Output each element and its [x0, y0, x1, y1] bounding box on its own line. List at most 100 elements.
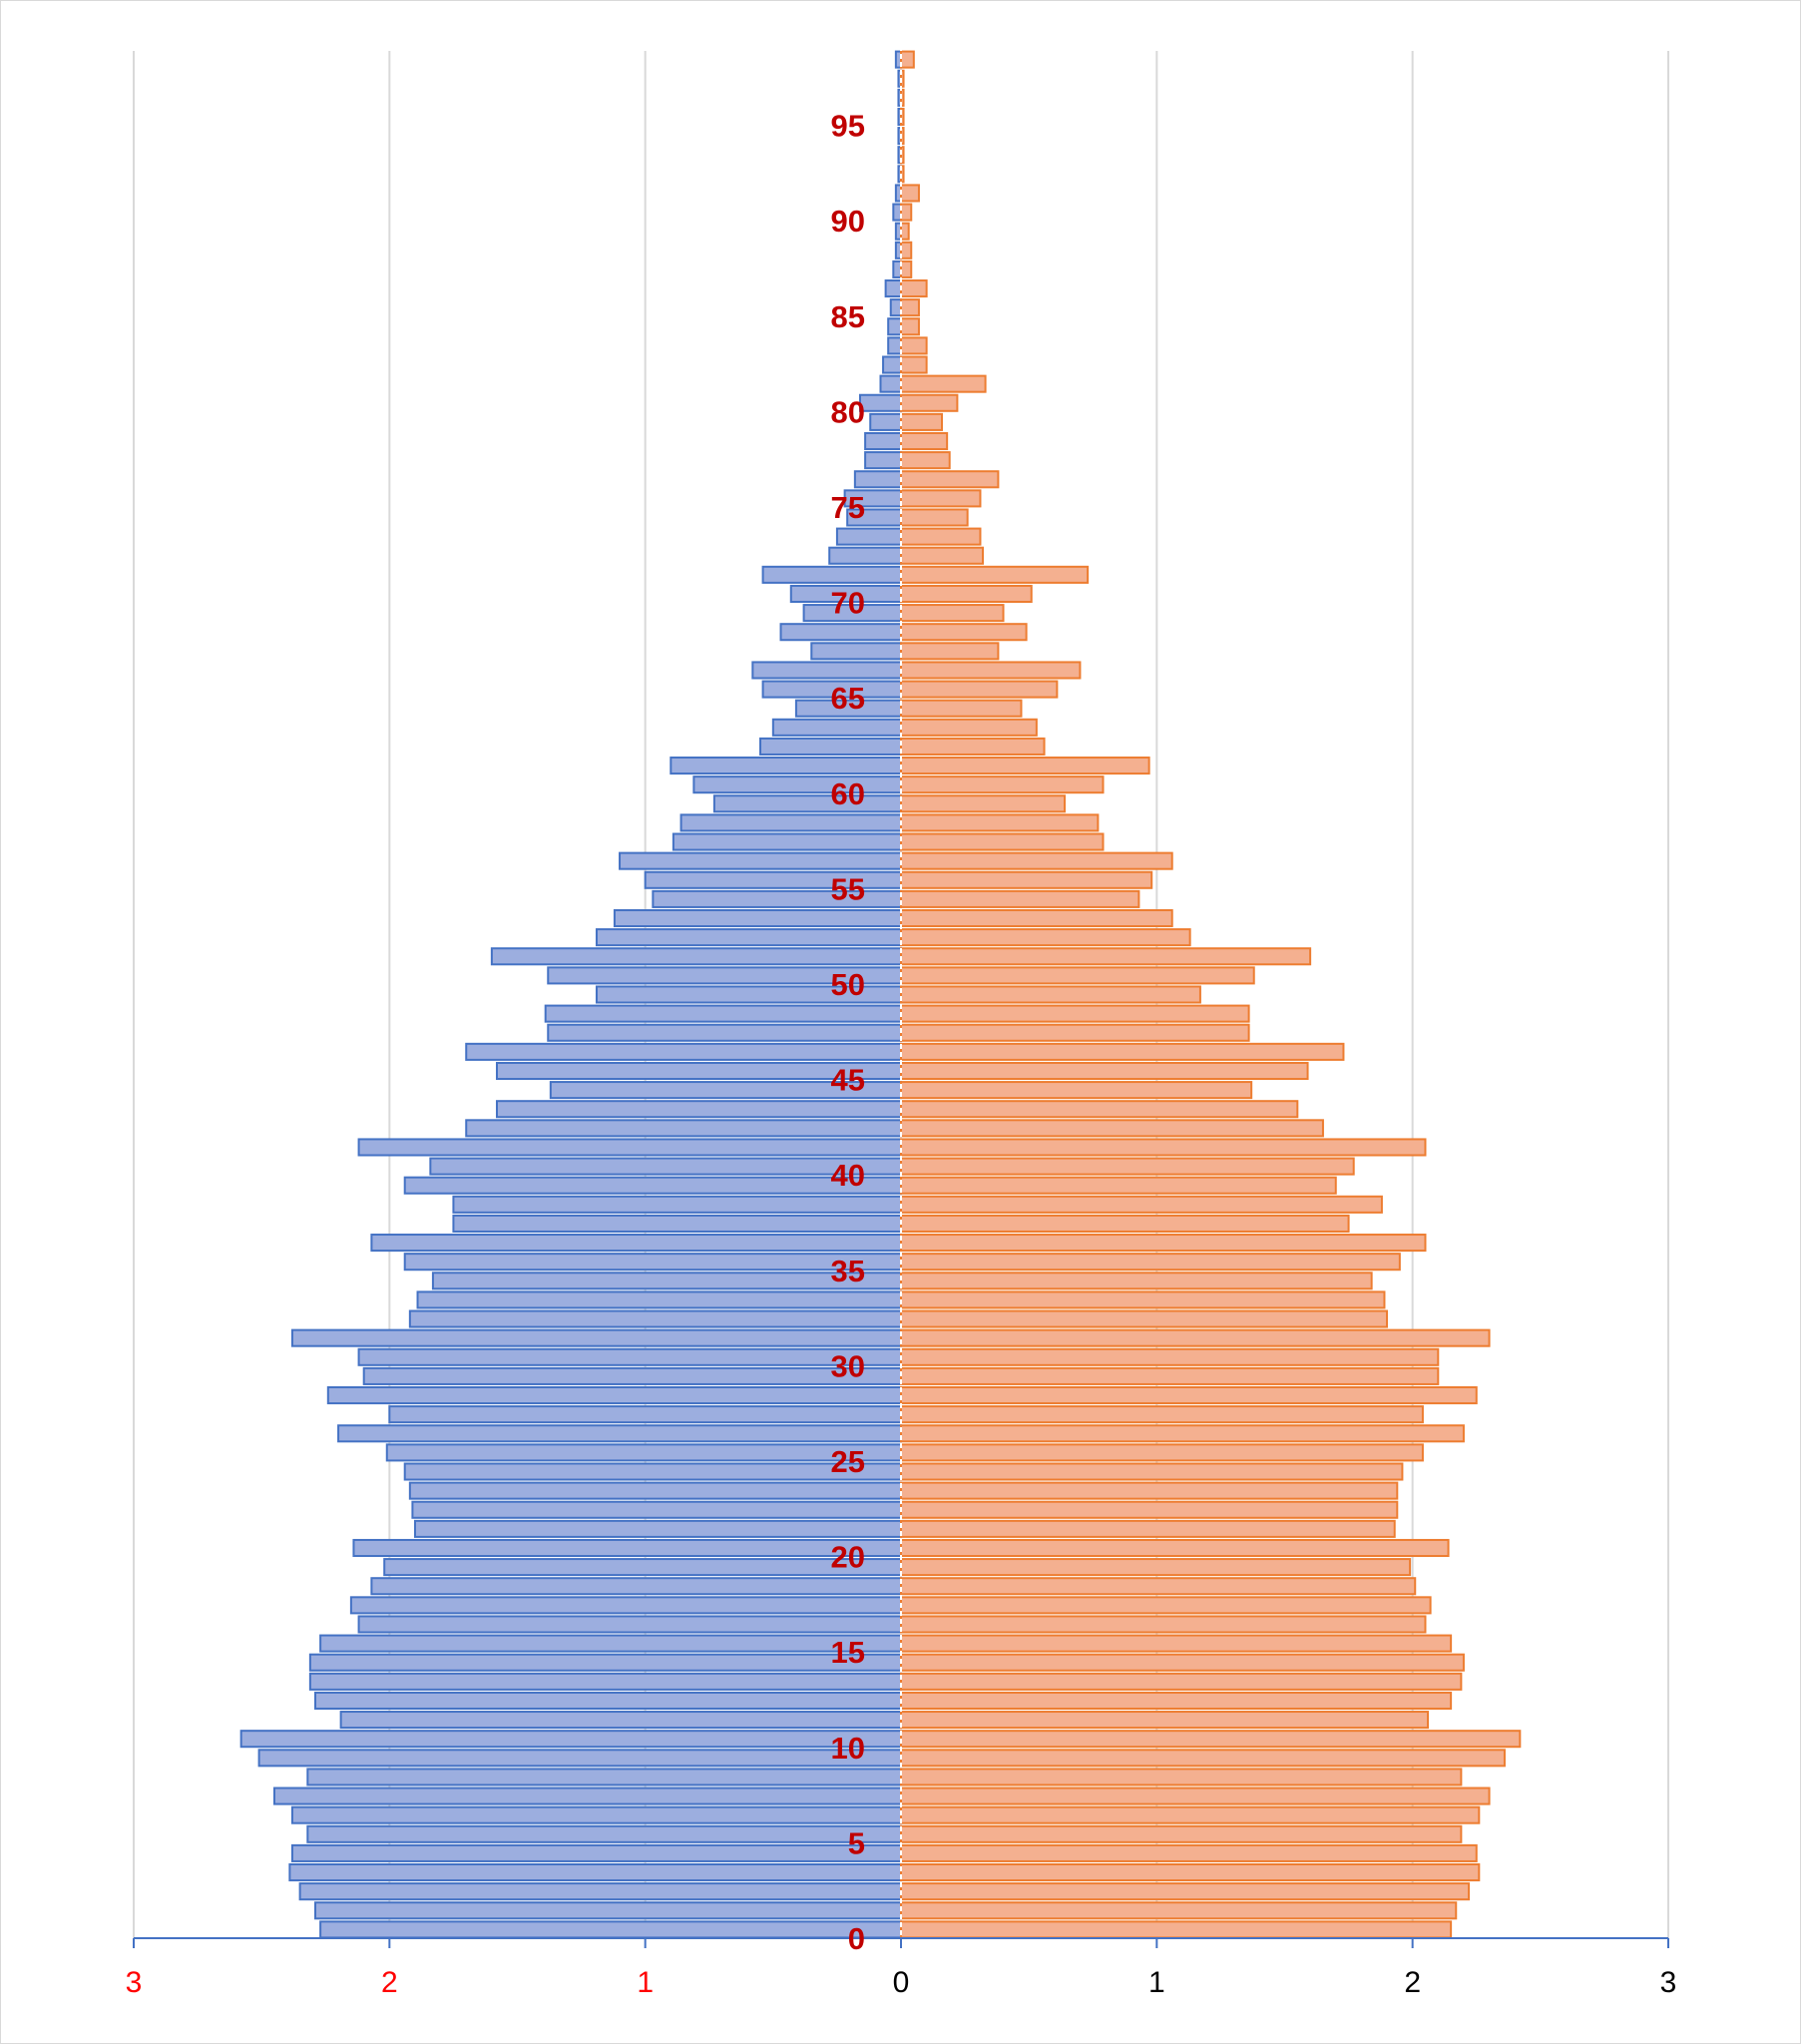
left-bar — [257, 1749, 902, 1768]
age-label: 50 — [831, 967, 865, 1002]
right-bar — [900, 336, 928, 355]
left-bar — [413, 1519, 902, 1538]
right-bar — [900, 1424, 1465, 1443]
left-bar — [352, 1538, 902, 1558]
right-bar — [900, 1462, 1404, 1481]
right-bar — [900, 1519, 1396, 1538]
right-bar — [900, 527, 982, 546]
right-bar — [900, 604, 1005, 623]
left-bar — [319, 1634, 902, 1653]
right-bar — [900, 508, 969, 527]
right-bar — [900, 870, 1153, 889]
right-bar — [900, 184, 920, 203]
left-bar — [308, 1672, 902, 1691]
left-bar — [452, 1195, 902, 1214]
x-tick-label: 3 — [126, 1966, 143, 1999]
right-bar — [900, 1749, 1506, 1768]
right-bar — [900, 1768, 1463, 1787]
right-bar — [900, 1195, 1383, 1214]
age-label: 60 — [831, 776, 865, 811]
right-bar — [900, 1405, 1424, 1424]
left-bar — [403, 1462, 902, 1481]
left-bar — [761, 565, 903, 584]
age-label: 75 — [831, 490, 865, 525]
right-bar — [900, 1081, 1253, 1100]
right-bar — [900, 50, 915, 69]
age-label: 0 — [848, 1921, 865, 1956]
x-tick-label: 2 — [1404, 1966, 1421, 1999]
left-bar — [869, 412, 902, 431]
left-bar — [887, 317, 903, 336]
age-label: 5 — [848, 1825, 865, 1860]
age-label: 30 — [831, 1348, 865, 1383]
right-bar — [900, 317, 920, 336]
left-bar — [416, 1290, 902, 1309]
right-bar — [900, 1176, 1337, 1195]
right-bar — [900, 1824, 1463, 1843]
left-bar — [835, 527, 903, 546]
left-bar — [864, 451, 903, 470]
right-bar — [900, 947, 1312, 966]
right-bar — [900, 737, 1046, 756]
left-bar — [670, 757, 902, 775]
right-bar — [900, 775, 1105, 794]
age-label: 90 — [831, 204, 865, 239]
right-bar — [900, 470, 1000, 489]
left-bar — [759, 737, 902, 756]
left-bar — [864, 431, 903, 451]
left-bar — [357, 1138, 903, 1157]
left-bar — [692, 775, 902, 794]
left-bar — [403, 1176, 902, 1195]
x-tick-label: 1 — [637, 1966, 654, 1999]
right-bar — [900, 1787, 1491, 1805]
left-bar — [544, 1004, 902, 1023]
right-bar — [900, 1100, 1299, 1119]
left-bar — [619, 851, 902, 870]
left-bar — [495, 1100, 902, 1119]
right-bar — [900, 1272, 1373, 1290]
left-bar — [613, 908, 902, 928]
age-label: 85 — [831, 299, 865, 334]
left-bar — [403, 1253, 902, 1272]
right-bar — [900, 259, 913, 278]
age-label: 15 — [831, 1635, 865, 1670]
right-bar — [900, 584, 1033, 604]
right-bar — [900, 1882, 1471, 1901]
right-bar — [900, 1157, 1355, 1176]
right-bar — [900, 1214, 1350, 1233]
right-bar — [900, 374, 987, 393]
x-tick-label: 3 — [1660, 1966, 1677, 1999]
right-bar — [900, 1596, 1432, 1615]
right-bar — [900, 1042, 1345, 1061]
left-bar — [383, 1558, 902, 1577]
right-bar — [900, 966, 1255, 985]
left-bar — [357, 1615, 903, 1634]
right-bar — [900, 1730, 1522, 1749]
age-label: 80 — [831, 394, 865, 429]
age-label: 10 — [831, 1731, 865, 1766]
right-bar — [900, 279, 928, 298]
left-bar — [313, 1691, 903, 1710]
right-bar — [900, 1309, 1389, 1328]
age-label: 55 — [831, 871, 865, 906]
age-label: 40 — [831, 1158, 865, 1193]
right-bar — [900, 222, 910, 241]
left-bar — [751, 661, 902, 680]
right-bar — [900, 889, 1140, 908]
left-bar — [290, 1843, 902, 1862]
left-bar — [349, 1596, 902, 1615]
x-tick-label: 1 — [1148, 1966, 1165, 1999]
left-bar — [712, 794, 902, 813]
right-bar — [900, 1138, 1427, 1157]
left-bar — [370, 1234, 902, 1253]
left-bar — [889, 298, 902, 317]
right-bar — [900, 1385, 1478, 1405]
age-label: 20 — [831, 1540, 865, 1575]
left-bar — [828, 546, 903, 565]
right-bar — [900, 412, 944, 431]
left-bar — [272, 1787, 902, 1805]
right-bar — [900, 1805, 1481, 1824]
right-bar — [900, 1023, 1250, 1042]
right-bar — [900, 1328, 1491, 1347]
left-bar — [810, 642, 902, 661]
